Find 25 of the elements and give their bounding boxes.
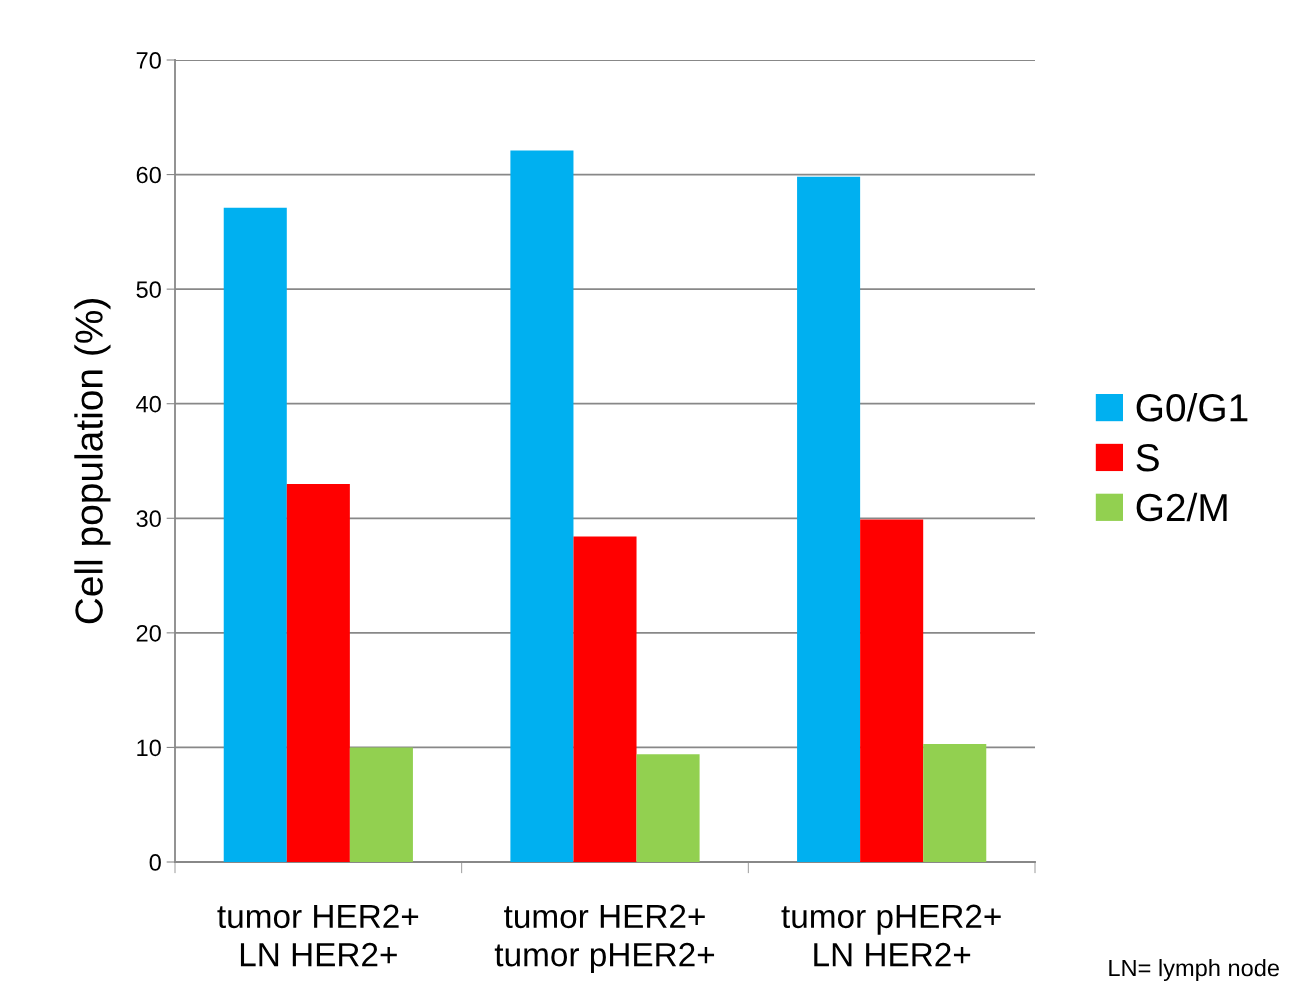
bar <box>573 536 637 862</box>
x-tick-label: tumor HER2+ LN HER2+ <box>217 904 419 967</box>
y-tick-label: 10 <box>137 739 161 757</box>
bar <box>797 176 861 862</box>
bar <box>286 483 350 862</box>
x-tick-label: tumor pHER2+ LN HER2+ <box>781 904 1001 967</box>
bar <box>510 150 574 862</box>
y-tick-label: 40 <box>136 395 161 413</box>
bar <box>223 207 287 862</box>
legend-label: G2/M <box>1136 492 1227 522</box>
bar <box>636 754 700 862</box>
y-tick-label: 70 <box>136 52 161 69</box>
y-tick-label: 20 <box>136 624 161 642</box>
x-tick-label: tumor HER2+ tumor pHER2+ <box>494 904 715 974</box>
legend-label: G0/G1 <box>1136 393 1248 422</box>
bar <box>349 747 413 862</box>
legend-label: S <box>1136 443 1159 472</box>
text: LN= lymph node <box>1109 959 1279 982</box>
bar <box>923 743 987 862</box>
y-tick-label: 0 <box>149 854 161 871</box>
bar <box>860 519 924 862</box>
y-tick-label: 50 <box>136 281 161 298</box>
y-tick-label: 30 <box>136 510 161 528</box>
y-tick-label: 60 <box>136 166 161 184</box>
y-axis-title: Cell population (%) <box>74 299 111 624</box>
